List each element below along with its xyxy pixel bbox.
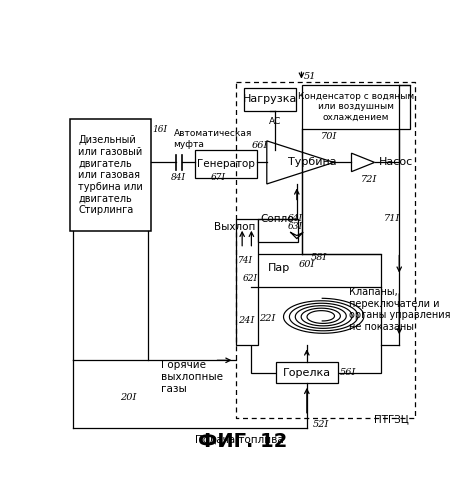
Text: 16I: 16I (153, 124, 168, 134)
Text: Насос: Насос (378, 158, 413, 168)
Text: 58I: 58I (310, 252, 327, 262)
Bar (302, 84, 410, 130)
Text: 62I: 62I (243, 274, 258, 283)
Text: Сопло: Сопло (261, 214, 294, 224)
Text: 70I: 70I (321, 132, 337, 141)
Text: 71I: 71I (384, 214, 400, 223)
Text: Дизельный
или газовый
двигатель
или газовая
турбина или
двигатель
Стирлинга: Дизельный или газовый двигатель или газо… (78, 136, 143, 215)
Text: 84I: 84I (171, 173, 185, 182)
Bar (244, 88, 296, 111)
Text: 52I: 52I (313, 420, 329, 430)
Text: ФИГ. 12: ФИГ. 12 (198, 432, 288, 450)
Text: 64I: 64I (288, 214, 302, 223)
Polygon shape (267, 141, 334, 184)
Text: 63I: 63I (288, 222, 302, 230)
Text: Генератор: Генератор (197, 159, 255, 169)
Text: 22I: 22I (259, 314, 275, 323)
Text: 20I: 20I (120, 392, 137, 402)
Text: ПТГЗЦ: ПТГЗЦ (374, 414, 409, 424)
Polygon shape (352, 153, 374, 172)
Text: 60I: 60I (299, 260, 316, 269)
Text: Подача топлива: Подача топлива (195, 435, 284, 445)
Text: 56I: 56I (340, 368, 356, 377)
Bar (276, 362, 337, 384)
Text: Турбина: Турбина (288, 158, 336, 168)
Text: Горячие
выхлопные
газы: Горячие выхлопные газы (161, 360, 222, 394)
Bar (195, 150, 257, 178)
Text: Нагрузка: Нагрузка (243, 94, 297, 104)
Bar (257, 220, 298, 242)
Bar (251, 254, 381, 374)
Text: Автоматическая
муфта: Автоматическая муфта (173, 130, 252, 148)
Text: 67I: 67I (210, 173, 226, 182)
Text: АС: АС (269, 117, 282, 126)
Bar (236, 220, 257, 345)
Text: 74I: 74I (238, 256, 253, 266)
Text: 72I: 72I (361, 176, 377, 184)
Text: Пар: Пар (268, 263, 291, 273)
Text: Конденсатор с водяным
или воздушным
охлаждением: Конденсатор с водяным или воздушным охла… (298, 92, 414, 122)
Text: Горелка: Горелка (283, 368, 331, 378)
Bar (70, 120, 151, 231)
Text: 66I: 66I (251, 141, 268, 150)
Text: 24I: 24I (238, 316, 255, 324)
Text: 51: 51 (304, 72, 316, 80)
Text: Выхлоп: Выхлоп (214, 222, 256, 232)
Text: Клапаны,
переключатели и
органы управления
не показаны: Клапаны, переключатели и органы управлен… (349, 287, 451, 332)
